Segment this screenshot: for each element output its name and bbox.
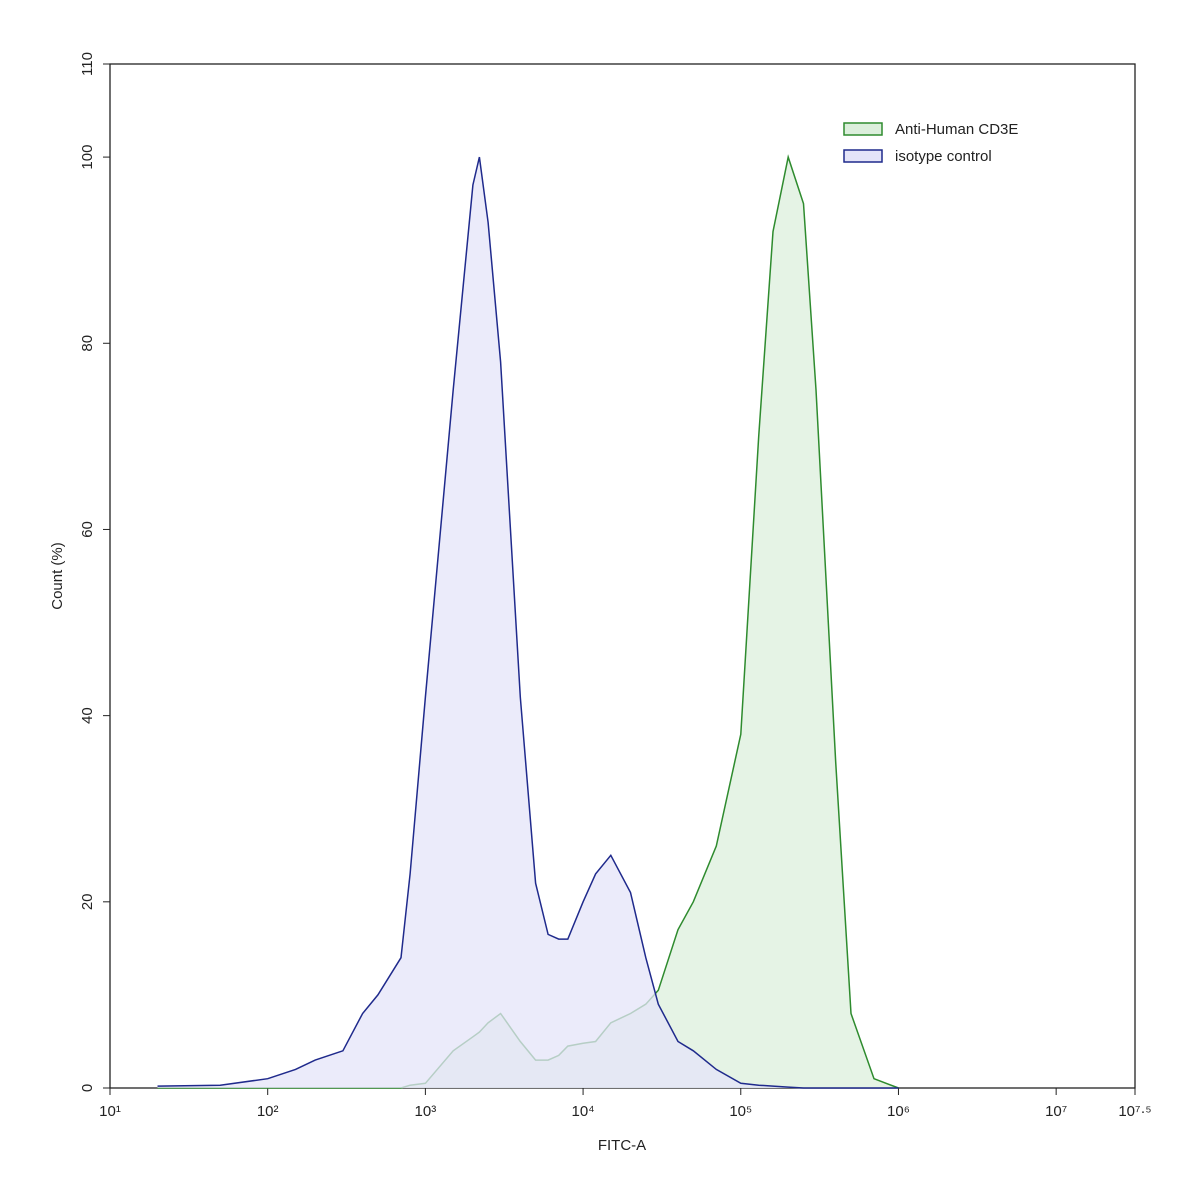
y-axis-label: Count (%) <box>49 542 66 610</box>
series-line <box>157 156 899 1089</box>
y-tick-label: 80 <box>79 335 96 352</box>
x-axis-label: FITC-A <box>598 1137 646 1154</box>
y-tick-label: 0 <box>79 1084 96 1092</box>
y-tick-label: 110 <box>79 52 96 76</box>
y-tick-label: 60 <box>79 521 96 538</box>
y-tick-label: 40 <box>79 707 96 724</box>
x-tick-label: 10⁴ <box>572 1103 595 1120</box>
y-tick-label: 20 <box>79 893 96 910</box>
legend-swatch <box>843 149 883 163</box>
x-tick-label: 10⁶ <box>887 1103 910 1120</box>
x-tick-label: 10¹ <box>99 1103 121 1120</box>
x-tick-label: 10⁵ <box>729 1103 752 1120</box>
y-tick-label: 100 <box>79 145 96 170</box>
legend-label: Anti-Human CD3E <box>895 121 1018 138</box>
x-tick-label: 10² <box>257 1103 279 1120</box>
legend-label: isotype control <box>895 148 992 165</box>
x-tick-label: 10⁷ <box>1045 1103 1067 1120</box>
x-tick-label: 10³ <box>415 1103 437 1120</box>
legend-swatch <box>843 122 883 136</box>
x-tick-label: 10⁷·⁵ <box>1118 1103 1151 1120</box>
area-fill <box>157 157 899 1089</box>
